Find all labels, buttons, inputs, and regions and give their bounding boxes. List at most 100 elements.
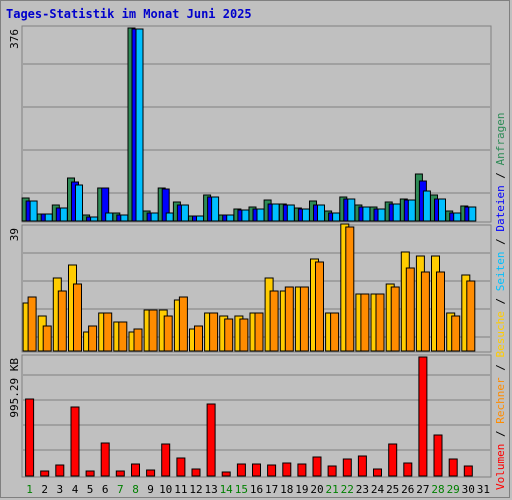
bar-seiten-day-14 bbox=[226, 214, 235, 222]
bar-seiten-day-12 bbox=[196, 215, 204, 222]
legend-item: / bbox=[494, 165, 507, 185]
bar-seiten-day-11 bbox=[180, 204, 189, 222]
bar-seiten-day-29 bbox=[453, 212, 462, 222]
bar-seiten-day-21 bbox=[332, 212, 341, 222]
bar-volumen-day-20 bbox=[312, 456, 322, 477]
bar-seiten-day-2 bbox=[44, 213, 53, 222]
bar-volumen-day-22 bbox=[342, 458, 352, 477]
bar-seiten-day-13 bbox=[211, 196, 220, 222]
bar-seiten-day-22 bbox=[347, 198, 356, 222]
bar-seiten-day-6 bbox=[105, 212, 114, 222]
bar-rechner-day-19 bbox=[299, 286, 309, 352]
day-label-10: 10 bbox=[159, 483, 172, 496]
day-label-14: 14 bbox=[220, 483, 234, 496]
day-label-5: 5 bbox=[87, 483, 94, 496]
bar-rechner-day-24 bbox=[375, 293, 385, 352]
bar-volumen-day-24 bbox=[373, 468, 382, 477]
bar-seiten-day-23 bbox=[362, 206, 371, 222]
bar-volumen-day-27 bbox=[418, 356, 428, 477]
day-label-19: 19 bbox=[295, 483, 308, 496]
bar-seiten-day-25 bbox=[392, 203, 401, 222]
bar-seiten-day-15 bbox=[241, 209, 250, 222]
bar-seiten-day-30 bbox=[468, 206, 477, 222]
day-label-17: 17 bbox=[265, 483, 278, 496]
bar-volumen-day-15 bbox=[236, 463, 246, 477]
bar-volumen-day-16 bbox=[252, 463, 261, 477]
bar-seiten-day-27 bbox=[422, 190, 431, 222]
bar-seiten-day-5 bbox=[90, 216, 99, 222]
bar-volumen-day-13 bbox=[206, 403, 216, 477]
bar-seiten-day-24 bbox=[377, 208, 386, 222]
day-label-18: 18 bbox=[280, 483, 293, 496]
y-axis-labels: 376 39 995.29 KB bbox=[8, 29, 21, 418]
bar-volumen-day-5 bbox=[85, 470, 95, 477]
bar-rechner-day-7 bbox=[118, 321, 128, 352]
bar-volumen-day-23 bbox=[357, 455, 367, 477]
day-label-23: 23 bbox=[356, 483, 369, 496]
day-label-16: 16 bbox=[250, 483, 263, 496]
bar-rechner-day-21 bbox=[330, 312, 340, 352]
y-max-label-3: 995.29 KB bbox=[8, 358, 21, 418]
day-label-26: 26 bbox=[401, 483, 414, 496]
day-label-3: 3 bbox=[56, 483, 63, 496]
day-label-28: 28 bbox=[431, 483, 444, 496]
bar-seiten-day-8 bbox=[135, 28, 144, 222]
day-label-1: 1 bbox=[26, 483, 33, 496]
bar-volumen-day-29 bbox=[448, 458, 458, 477]
bar-rechner-day-16 bbox=[254, 312, 264, 352]
day-label-21: 21 bbox=[325, 483, 338, 496]
day-label-12: 12 bbox=[189, 483, 202, 496]
bar-seiten-day-18 bbox=[286, 204, 295, 222]
bar-rechner-day-17 bbox=[269, 290, 279, 352]
bar-rechner-day-28 bbox=[436, 271, 445, 352]
bar-volumen-day-30 bbox=[463, 465, 473, 477]
bar-rechner-day-12 bbox=[194, 325, 203, 352]
legend-item: / bbox=[494, 291, 507, 311]
y-max-label-1: 376 bbox=[8, 29, 21, 49]
bar-volumen-day-11 bbox=[176, 457, 186, 477]
bar-rechner-day-3 bbox=[57, 290, 67, 352]
bar-volumen-day-7 bbox=[115, 470, 125, 477]
bar-rechner-day-8 bbox=[133, 328, 143, 352]
bar-volumen-day-21 bbox=[327, 465, 337, 477]
legend-item: / bbox=[494, 424, 507, 444]
bar-volumen-day-26 bbox=[403, 462, 413, 477]
bar-rechner-day-27 bbox=[420, 271, 430, 352]
chart-bars bbox=[21, 27, 477, 477]
day-label-13: 13 bbox=[204, 483, 217, 496]
bar-volumen-day-12 bbox=[191, 468, 201, 477]
bar-volumen-day-17 bbox=[267, 464, 277, 477]
day-label-27: 27 bbox=[416, 483, 429, 496]
bar-seiten-day-9 bbox=[150, 212, 159, 222]
bar-rechner-day-20 bbox=[315, 261, 324, 352]
bar-seiten-day-17 bbox=[271, 203, 280, 222]
bar-seiten-day-10 bbox=[165, 212, 174, 222]
bar-rechner-day-10 bbox=[163, 315, 173, 352]
day-label-9: 9 bbox=[147, 483, 154, 496]
bar-rechner-day-4 bbox=[73, 283, 82, 352]
day-label-11: 11 bbox=[174, 483, 187, 496]
bar-volumen-day-1 bbox=[25, 398, 35, 477]
bar-volumen-day-28 bbox=[433, 434, 443, 477]
legend-item: Seiten bbox=[494, 252, 507, 292]
bar-seiten-day-20 bbox=[317, 204, 325, 222]
legend-item: Dateien bbox=[494, 185, 507, 231]
bar-rechner-day-23 bbox=[360, 293, 370, 352]
bar-rechner-day-29 bbox=[451, 315, 461, 352]
bar-volumen-day-3 bbox=[55, 464, 65, 477]
bar-rechner-day-18 bbox=[284, 286, 294, 352]
day-labels: 1 2 3 4 5 6 7 8 9 10 11 12 13 14 15 16 17 18 19 20 21 22 23 24 2… bbox=[26, 483, 490, 496]
bar-rechner-day-26 bbox=[405, 267, 415, 352]
bar-rechner-day-25 bbox=[390, 286, 400, 352]
bar-volumen-day-4 bbox=[70, 406, 80, 477]
bar-rechner-day-1 bbox=[27, 296, 37, 352]
bar-seiten-day-4 bbox=[75, 184, 83, 222]
bar-seiten-day-16 bbox=[256, 208, 265, 222]
bar-rechner-day-6 bbox=[103, 312, 113, 352]
bar-rechner-day-2 bbox=[42, 325, 52, 352]
bar-volumen-day-14 bbox=[221, 471, 231, 477]
day-label-31: 31 bbox=[477, 483, 490, 496]
bar-rechner-day-9 bbox=[148, 309, 158, 352]
day-label-29: 29 bbox=[447, 483, 460, 496]
